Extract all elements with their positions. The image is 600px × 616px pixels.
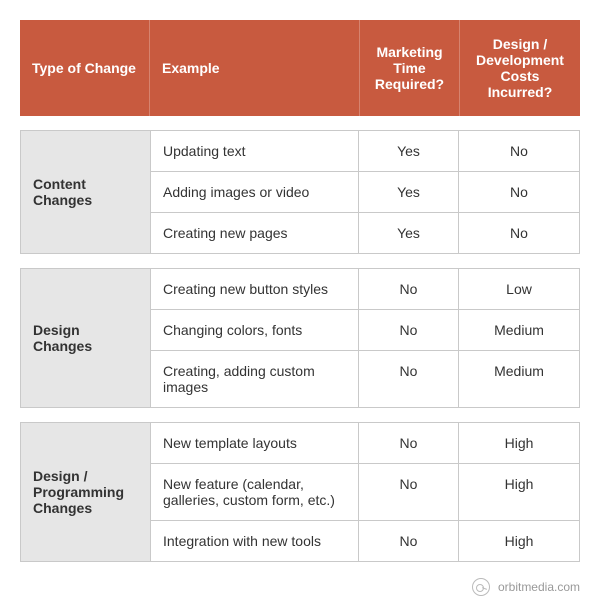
- table-row: Adding images or videoYesNo: [151, 171, 579, 212]
- cell-marketing: Yes: [359, 172, 459, 212]
- group-label: Design / Programming Changes: [21, 423, 151, 561]
- cell-example: Changing colors, fonts: [151, 310, 359, 350]
- cell-cost: High: [459, 423, 579, 463]
- header-cost: Design / Development Costs Incurred?: [460, 20, 580, 116]
- group-label: Content Changes: [21, 131, 151, 253]
- cell-marketing: Yes: [359, 213, 459, 253]
- cell-example: Creating, adding custom images: [151, 351, 359, 407]
- table-group: Design / Programming ChangesNew template…: [20, 422, 580, 562]
- cell-cost: Medium: [459, 310, 579, 350]
- table-group: Content ChangesUpdating textYesNoAdding …: [20, 130, 580, 254]
- table-group: Design ChangesCreating new button styles…: [20, 268, 580, 408]
- table-row: Creating new pagesYesNo: [151, 212, 579, 253]
- cell-marketing: Yes: [359, 131, 459, 171]
- table-row: Creating, adding custom imagesNoMedium: [151, 350, 579, 407]
- cell-marketing: No: [359, 310, 459, 350]
- table-row: Creating new button stylesNoLow: [151, 269, 579, 309]
- attribution-text: orbitmedia.com: [498, 580, 580, 594]
- group-rows: New template layoutsNoHighNew feature (c…: [151, 423, 579, 561]
- group-rows: Updating textYesNoAdding images or video…: [151, 131, 579, 253]
- table-row: New template layoutsNoHigh: [151, 423, 579, 463]
- table-row: New feature (calendar, galleries, custom…: [151, 463, 579, 520]
- cell-cost: No: [459, 172, 579, 212]
- group-rows: Creating new button stylesNoLowChanging …: [151, 269, 579, 407]
- group-label: Design Changes: [21, 269, 151, 407]
- cell-example: Creating new pages: [151, 213, 359, 253]
- cell-example: Integration with new tools: [151, 521, 359, 561]
- cell-example: New feature (calendar, galleries, custom…: [151, 464, 359, 520]
- header-example: Example: [150, 20, 360, 116]
- header-marketing: Marketing Time Required?: [360, 20, 460, 116]
- header-type: Type of Change: [20, 20, 150, 116]
- table-header-row: Type of Change Example Marketing Time Re…: [20, 20, 580, 116]
- cell-example: Creating new button styles: [151, 269, 359, 309]
- cell-marketing: No: [359, 521, 459, 561]
- table-row: Changing colors, fontsNoMedium: [151, 309, 579, 350]
- cell-cost: No: [459, 213, 579, 253]
- table-row: Updating textYesNo: [151, 131, 579, 171]
- cell-cost: No: [459, 131, 579, 171]
- cell-cost: High: [459, 464, 579, 520]
- cell-cost: Low: [459, 269, 579, 309]
- cell-example: Updating text: [151, 131, 359, 171]
- cell-cost: Medium: [459, 351, 579, 407]
- cell-example: Adding images or video: [151, 172, 359, 212]
- cell-marketing: No: [359, 464, 459, 520]
- cell-example: New template layouts: [151, 423, 359, 463]
- cell-cost: High: [459, 521, 579, 561]
- table-row: Integration with new toolsNoHigh: [151, 520, 579, 561]
- cell-marketing: No: [359, 269, 459, 309]
- cell-marketing: No: [359, 351, 459, 407]
- cell-marketing: No: [359, 423, 459, 463]
